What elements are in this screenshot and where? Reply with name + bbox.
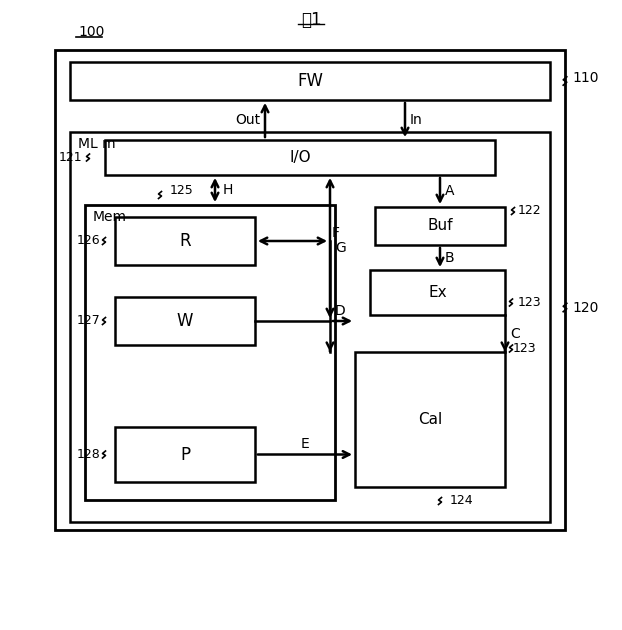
Bar — [115, 217, 255, 265]
Text: A: A — [445, 184, 455, 198]
Text: E: E — [300, 437, 309, 452]
Text: 123: 123 — [518, 296, 542, 309]
Text: ML m: ML m — [78, 137, 116, 151]
Bar — [70, 132, 550, 522]
Text: 110: 110 — [572, 71, 598, 85]
Text: F: F — [332, 226, 340, 240]
Bar — [55, 50, 565, 530]
Text: Out: Out — [235, 113, 260, 127]
Text: 100: 100 — [78, 25, 104, 39]
Text: 123: 123 — [513, 342, 537, 355]
Bar — [105, 140, 495, 175]
Text: G: G — [335, 241, 346, 255]
Text: 122: 122 — [518, 205, 542, 217]
Text: B: B — [445, 251, 455, 265]
Text: H: H — [223, 183, 233, 197]
Text: FW: FW — [297, 72, 323, 90]
Text: In: In — [410, 113, 423, 127]
Text: Mem: Mem — [93, 210, 127, 224]
Bar — [375, 207, 505, 245]
Text: 125: 125 — [170, 185, 193, 197]
Text: I/O: I/O — [289, 150, 311, 165]
Bar — [115, 427, 255, 482]
Bar — [70, 62, 550, 100]
Text: 121: 121 — [58, 151, 82, 164]
Text: 124: 124 — [450, 495, 473, 508]
Text: 127: 127 — [77, 314, 100, 328]
Bar — [115, 297, 255, 345]
Text: R: R — [179, 232, 191, 250]
Text: W: W — [177, 312, 193, 330]
Text: P: P — [180, 445, 190, 464]
Text: 120: 120 — [572, 301, 598, 314]
Text: Ex: Ex — [428, 285, 447, 300]
Text: Buf: Buf — [427, 219, 453, 234]
Bar — [370, 270, 505, 315]
Bar — [355, 352, 505, 487]
Text: 128: 128 — [77, 448, 100, 461]
Bar — [85, 205, 335, 500]
Text: Cal: Cal — [418, 412, 442, 427]
Text: D: D — [335, 304, 346, 318]
Text: C: C — [510, 326, 520, 340]
Text: 126: 126 — [77, 234, 100, 248]
Text: 図1: 図1 — [300, 11, 322, 29]
